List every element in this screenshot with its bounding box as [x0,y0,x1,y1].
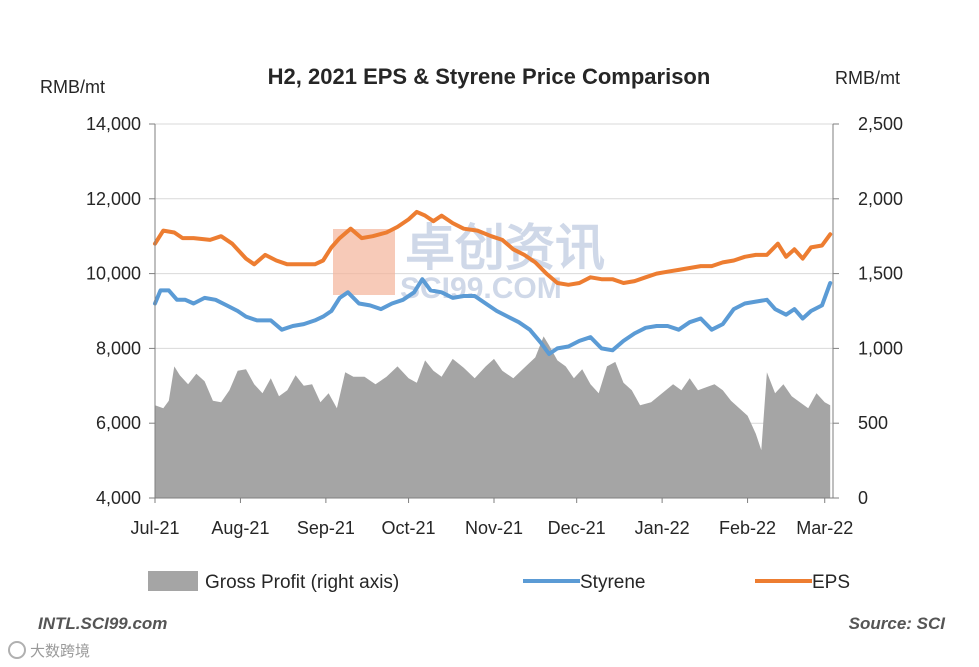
right-tick-label: 2,000 [858,189,903,209]
series-lines-layer [153,209,833,356]
x-tick-label: Jul-21 [130,518,179,538]
x-tick-label: Mar-22 [796,518,853,538]
badge-text: 大数跨境 [30,642,90,660]
x-tick-label: Jan-22 [635,518,690,538]
watermark-logo [333,229,395,295]
chart-title: H2, 2021 EPS & Styrene Price Comparison [268,64,711,89]
legend-label-eps: EPS [812,572,850,593]
right-tick-label: 0 [858,488,868,508]
right-tick-label: 1,000 [858,338,903,358]
tick-labels: 4,000 6,000 8,000 10,000 12,000 14,000 0 500 1,0… [86,114,903,538]
x-tick-label: Aug-21 [211,518,269,538]
gross-profit-area [155,336,831,498]
left-tick-label: 4,000 [96,488,141,508]
legend-label-gross-profit: Gross Profit (right axis) [205,572,399,593]
legend: Gross Profit (right axis) Styrene EPS [148,571,850,593]
legend-swatch-gross-profit [148,571,198,591]
gross-profit-area-layer [155,336,831,498]
left-tick-label: 14,000 [86,114,141,134]
legend-label-styrene: Styrene [580,572,645,593]
badge-icon [8,641,26,659]
left-tick-label: 10,000 [86,264,141,284]
styrene-line [153,277,833,356]
left-tick-label: 6,000 [96,413,141,433]
watermark-text: 卓创资讯 [405,220,605,276]
axes [149,123,839,503]
right-axis-unit: RMB/mt [835,68,900,88]
x-tick-label: Dec-21 [548,518,606,538]
left-tick-label: 8,000 [96,338,141,358]
source-left: INTL.SCI99.com [38,614,167,633]
x-tick-label: Feb-22 [719,518,776,538]
eps-line [153,209,833,287]
right-tick-label: 1,500 [858,264,903,284]
left-tick-label: 12,000 [86,189,141,209]
right-tick-label: 500 [858,413,888,433]
x-tick-label: Oct-21 [382,518,436,538]
left-axis-unit: RMB/mt [40,77,105,97]
badge: 大数跨境 [8,641,90,660]
x-tick-label: Sep-21 [297,518,355,538]
watermark: 卓创资讯 SCI99.COM [333,220,605,305]
x-tick-label: Nov-21 [465,518,523,538]
source-right: Source: SCI [849,614,947,633]
right-tick-label: 2,500 [858,114,903,134]
